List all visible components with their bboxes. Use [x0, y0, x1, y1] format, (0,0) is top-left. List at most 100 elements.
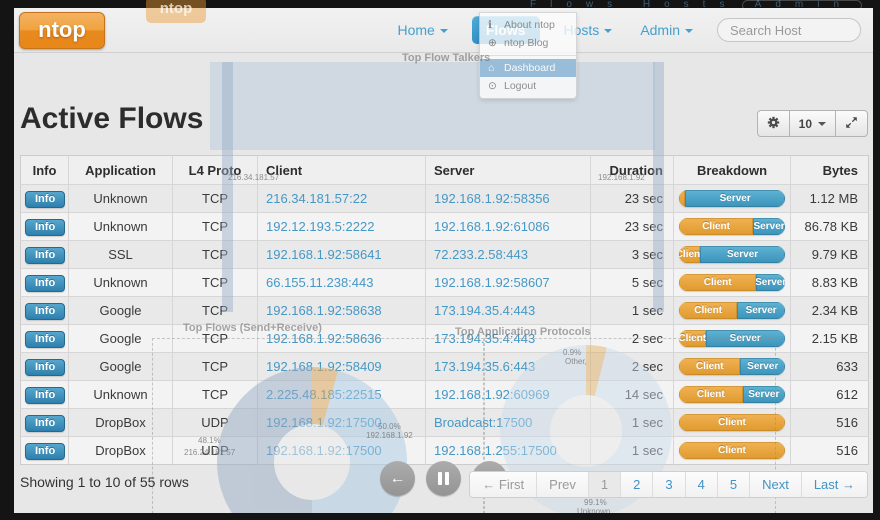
- breakdown-bar: Server: [679, 190, 785, 207]
- client-link[interactable]: 192.168.1.92:58409: [266, 359, 382, 374]
- server-link[interactable]: 72.233.2.58:443: [434, 247, 528, 262]
- resize-full-icon: [845, 116, 858, 132]
- showing-rows-text: Showing 1 to 10 of 55 rows: [20, 474, 189, 490]
- duration-cell: 2 sec: [590, 324, 674, 353]
- ghost-panel-title: Top Flow Talkers: [402, 52, 491, 64]
- server-link[interactable]: 173.194.35.6:443: [434, 359, 536, 374]
- column-header-server[interactable]: Server: [425, 155, 591, 185]
- client-link[interactable]: 192.12.193.5:2222: [266, 219, 375, 234]
- server-link[interactable]: 192.168.1.92:61086: [434, 219, 550, 234]
- ntop-logo[interactable]: ntop: [19, 11, 105, 49]
- nav-item-hosts[interactable]: Hosts: [564, 22, 613, 38]
- bytes-cell: 86.78 KB: [790, 212, 869, 241]
- table-row: Info Unknown TCP 66.155.11.238:443 192.168.1…: [20, 268, 869, 297]
- nav-item-flows[interactable]: Flows: [471, 16, 540, 44]
- server-link[interactable]: Broadcast:17500: [434, 415, 533, 430]
- info-button[interactable]: Info: [25, 218, 66, 236]
- pagination: ← First Prev 1 2 3 4 5 Next Last →: [469, 471, 868, 498]
- info-button[interactable]: Info: [25, 330, 66, 348]
- page-button-next[interactable]: Next: [749, 472, 801, 497]
- page-button-5[interactable]: 5: [716, 472, 750, 497]
- breakdown-bar: Client: [679, 442, 785, 459]
- page-button-3[interactable]: 3: [652, 472, 685, 497]
- search-input[interactable]: [717, 18, 861, 42]
- column-header-application[interactable]: Application: [68, 155, 173, 185]
- client-link[interactable]: 192.168.1.92:17500: [266, 415, 382, 430]
- client-link[interactable]: 66.155.11.238:443: [266, 275, 374, 290]
- step-back-button[interactable]: ←: [380, 461, 415, 496]
- page-button-last[interactable]: Last →: [800, 472, 867, 497]
- info-button[interactable]: Info: [25, 414, 66, 432]
- column-header-client[interactable]: Client: [257, 155, 426, 185]
- info-button[interactable]: Info: [25, 442, 66, 460]
- gear-icon: [767, 116, 780, 132]
- nav-item-home[interactable]: Home: [397, 22, 448, 38]
- client-link[interactable]: 2.225.48.185:22515: [266, 387, 382, 402]
- column-header-l4-proto[interactable]: L4 Proto: [172, 155, 258, 185]
- server-link[interactable]: 192.168.1.92:58607: [434, 275, 550, 290]
- server-link[interactable]: 173.194.35.4:443: [434, 331, 536, 346]
- client-link[interactable]: 192.168.1.92:17500: [266, 443, 382, 458]
- page-size-dropdown[interactable]: 10: [789, 110, 836, 137]
- column-header-duration[interactable]: Duration: [590, 155, 674, 185]
- info-button[interactable]: Info: [25, 302, 66, 320]
- info-button[interactable]: Info: [25, 358, 66, 376]
- ghost-label: 99.1%: [584, 498, 607, 507]
- bytes-cell: 516: [790, 408, 869, 437]
- page-button-1[interactable]: 1: [587, 472, 621, 497]
- duration-cell: 23 sec: [590, 212, 674, 241]
- application-cell: Unknown: [68, 268, 173, 297]
- table-row: Info Google TCP 192.168.1.92:58409 173.194.3…: [20, 352, 869, 381]
- nav-item-admin[interactable]: Admin: [640, 22, 693, 38]
- duration-cell: 2 sec: [590, 352, 674, 381]
- duration-cell: 1 sec: [590, 296, 674, 325]
- l4proto-cell: TCP: [172, 296, 258, 325]
- page-button-first[interactable]: ← First: [470, 472, 537, 497]
- caret-down-icon: [818, 121, 826, 126]
- column-header-bytes[interactable]: Bytes: [790, 155, 869, 185]
- server-link[interactable]: 173.194.35.4:443: [434, 303, 536, 318]
- info-button[interactable]: Info: [25, 274, 66, 292]
- arrow-left-icon: ←: [389, 469, 406, 487]
- client-link[interactable]: 192.168.1.92:58641: [266, 247, 382, 262]
- application-cell: DropBox: [68, 436, 173, 465]
- l4proto-cell: TCP: [172, 184, 258, 213]
- active-flows-table: Info Application L4 Proto Client Server Durat…: [20, 155, 869, 465]
- info-button[interactable]: Info: [25, 246, 66, 264]
- l4proto-cell: UDP: [172, 436, 258, 465]
- pause-button[interactable]: [426, 461, 461, 496]
- navbar: ntop Home Flows Hosts Admin: [14, 8, 873, 53]
- table-row: Info SSL TCP 192.168.1.92:58641 72.233.2.58:…: [20, 240, 869, 269]
- bytes-cell: 2.15 KB: [790, 324, 869, 353]
- info-button[interactable]: Info: [25, 190, 66, 208]
- fullscreen-button[interactable]: [836, 110, 868, 137]
- column-header-breakdown[interactable]: Breakdown: [673, 155, 791, 185]
- l4proto-cell: TCP: [172, 212, 258, 241]
- column-header-info[interactable]: Info: [20, 155, 69, 185]
- caret-down-icon: [685, 29, 693, 34]
- server-link[interactable]: 192.168.1.255:17500: [434, 443, 557, 458]
- page-button-prev[interactable]: Prev: [536, 472, 588, 497]
- application-cell: Unknown: [68, 212, 173, 241]
- page-button-2[interactable]: 2: [620, 472, 653, 497]
- client-link[interactable]: 192.168.1.92:58636: [266, 331, 382, 346]
- settings-button[interactable]: [756, 110, 790, 137]
- application-cell: Google: [68, 352, 173, 381]
- server-link[interactable]: 192.168.1.92:58356: [434, 191, 550, 206]
- l4proto-cell: UDP: [172, 408, 258, 437]
- l4proto-cell: TCP: [172, 324, 258, 353]
- table-row: Info Google TCP 192.168.1.92:58636 173.194.3…: [20, 324, 869, 353]
- duration-cell: 3 sec: [590, 240, 674, 269]
- page-button-4[interactable]: 4: [684, 472, 717, 497]
- client-link[interactable]: 192.168.1.92:58638: [266, 303, 382, 318]
- bytes-cell: 9.79 KB: [790, 240, 869, 269]
- server-link[interactable]: 192.168.1.92:60969: [434, 387, 550, 402]
- client-link[interactable]: 216.34.181.57:22: [266, 191, 368, 206]
- bytes-cell: 2.34 KB: [790, 296, 869, 325]
- page-title: Active Flows: [20, 102, 204, 135]
- info-button[interactable]: Info: [25, 386, 66, 404]
- application-cell: Unknown: [68, 184, 173, 213]
